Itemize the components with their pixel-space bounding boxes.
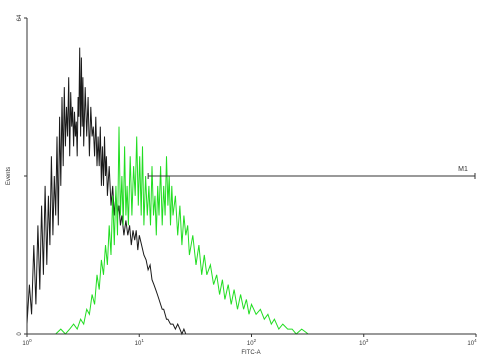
y-tick-label-0: 0 [17, 332, 23, 336]
x-tick-label-3: 103 [359, 338, 369, 347]
y-axis-title: Events [6, 167, 12, 185]
x-tick-label-1: 101 [135, 338, 145, 347]
series-line-1 [55, 126, 320, 335]
marker-layer: M1 [147, 166, 476, 179]
m1-marker-label: M1 [458, 166, 468, 173]
x-tick-label-2: 102 [247, 338, 257, 347]
series-line-0 [26, 47, 190, 336]
x-axis-title: FITC-A [241, 350, 260, 356]
x-tick-label-4: 104 [467, 338, 477, 347]
series-layer [26, 47, 320, 336]
tick-layer: 100 101 102 103 104 0 64 [17, 14, 477, 347]
y-tick-label-2: 64 [17, 14, 23, 21]
x-tick-label-0: 100 [22, 338, 32, 347]
